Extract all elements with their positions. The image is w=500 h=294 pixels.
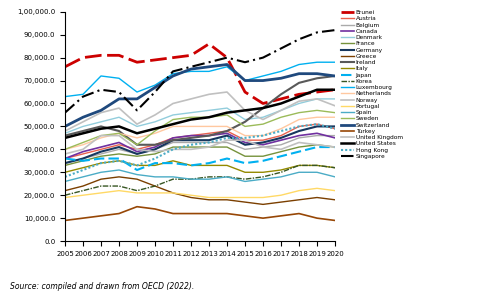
Legend: Brunei, Austria, Belgium, Canada, Denmark, France, Germany, Greece, Ireland, Ita: Brunei, Austria, Belgium, Canada, Denmar… — [340, 9, 404, 159]
Text: Source: compiled and drawn from OECD (2022).: Source: compiled and drawn from OECD (20… — [10, 282, 194, 291]
